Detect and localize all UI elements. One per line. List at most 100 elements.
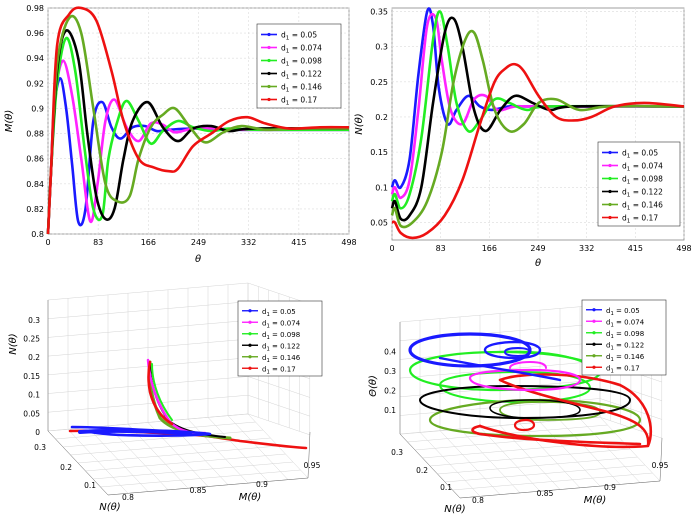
legend-marker (592, 331, 596, 335)
y-tick-label: 0.3 (375, 43, 388, 52)
legend-entry: d1 = 0.05 (622, 149, 658, 160)
x-tick-label: 415 (291, 238, 306, 247)
legend-marker (267, 32, 271, 37)
tick-label: 0.95 (652, 461, 669, 470)
gridline (399, 433, 461, 499)
tick-label: 0.25 (23, 335, 40, 344)
trajectory (509, 361, 547, 369)
legend-marker (267, 97, 271, 102)
tick-label: 0.8 (122, 493, 134, 502)
x-tick-label: 415 (628, 244, 643, 253)
tick-label: 0.2 (384, 387, 396, 396)
x-axis-label: θ (535, 258, 541, 269)
tick-label: 0.9 (256, 480, 268, 489)
y-tick-label: 0.96 (26, 29, 44, 38)
tick-labels: 0.1 0.2 0.3 0.4 0.3 0.2 0.1 0.8 0.85 0.9 0.95 (384, 348, 669, 506)
legend-marker (608, 150, 612, 155)
y-tick-label: 0.82 (26, 205, 44, 214)
legend-entry: d1 = 0.146 (606, 353, 645, 363)
gridline (187, 418, 249, 484)
legend-entry: d1 = 0.146 (281, 83, 322, 94)
trajectory (513, 418, 536, 432)
gridline (247, 413, 311, 436)
gridline (107, 477, 309, 496)
legend-entry: d1 = 0.098 (262, 331, 300, 341)
tick-label: 0.3 (391, 448, 403, 457)
legend-entry: d1 = 0.074 (262, 319, 301, 329)
y-tick-label: 0.86 (26, 155, 44, 164)
series-line (390, 29, 685, 229)
y-axis-label: N(θ) (444, 504, 465, 515)
z-axis-label: Θ(θ) (368, 375, 379, 397)
gridline (47, 430, 109, 496)
grid (47, 7, 350, 235)
x-tick-label: 0 (45, 238, 50, 247)
gridline (247, 376, 311, 398)
y-tick-label: 0.05 (370, 218, 388, 227)
y-axis-label: N(θ) (354, 113, 365, 134)
gridline (67, 429, 129, 494)
legend-entry: d1 = 0.05 (606, 307, 640, 317)
legend-box (581, 299, 667, 376)
trajectory (419, 385, 631, 419)
legend-entry: d1 = 0.146 (262, 354, 301, 364)
tick-label: 0.05 (23, 409, 40, 418)
legend-marker (248, 332, 252, 336)
gridline (47, 301, 249, 319)
tick-label: 0.15 (23, 372, 40, 381)
legend-marker (248, 309, 252, 313)
legend-marker (248, 343, 252, 347)
legend-entry: d1 = 0.17 (606, 364, 640, 374)
legend-marker (248, 355, 252, 359)
y-tick-label: 0.9 (31, 104, 44, 113)
legend-entry: d1 = 0.17 (281, 96, 317, 107)
x-tick-label: 498 (676, 244, 691, 253)
trajectory (78, 428, 192, 435)
tick-label: 0.4 (384, 348, 396, 357)
trajectory (468, 368, 582, 392)
legend-marker (267, 71, 271, 76)
legend-marker (267, 58, 271, 63)
legend-entry: d1 = 0.074 (622, 162, 663, 173)
gridline (47, 338, 249, 357)
legend-marker (592, 342, 596, 346)
legend-box (237, 300, 323, 377)
series-lines (390, 7, 685, 240)
gridline (87, 427, 149, 492)
legend-box (256, 23, 342, 109)
legend-marker (248, 320, 252, 324)
y-tick-label: 0.94 (26, 54, 44, 63)
tick-label: 0.8 (472, 496, 484, 505)
tick-label: 0.1 (440, 483, 452, 492)
legend-marker (267, 84, 271, 89)
series-line (46, 6, 350, 235)
legend-entry: d1 = 0.098 (281, 57, 322, 68)
trajectories (68, 358, 308, 450)
legend-entry: d1 = 0.098 (606, 330, 644, 340)
legend-entry: d1 = 0.05 (262, 308, 296, 318)
x-tick-label: 332 (579, 244, 594, 253)
series-line (46, 29, 350, 235)
gridline (479, 427, 541, 492)
legend-marker (592, 365, 596, 369)
tick-label: 0.2 (416, 466, 428, 475)
gridline (399, 304, 601, 323)
chart-n-theta: 0 83 166 249 332 415 498 0.05 0.1 0.15 0.2 0.25 0.3 0… (354, 7, 692, 269)
y-tick-label: 0.8 (31, 230, 44, 239)
x-axis-label: θ (195, 254, 201, 265)
trajectory (471, 424, 642, 446)
y-tick-label: 0.98 (26, 4, 44, 13)
x-tick-label: 332 (241, 238, 256, 247)
tick-label: 0.2 (60, 463, 72, 472)
tick-labels: 0 83 166 249 332 415 498 0.8 0.82 0.84 0.86 0.88 0.9… (26, 4, 356, 247)
y-axis-label: N(θ) (99, 502, 120, 513)
tick-label: 0.85 (190, 486, 207, 495)
gridline (439, 430, 501, 495)
x-tick-label: 498 (341, 238, 356, 247)
gridline (539, 421, 601, 487)
gridline (419, 432, 481, 497)
x-tick-label: 166 (482, 244, 497, 253)
